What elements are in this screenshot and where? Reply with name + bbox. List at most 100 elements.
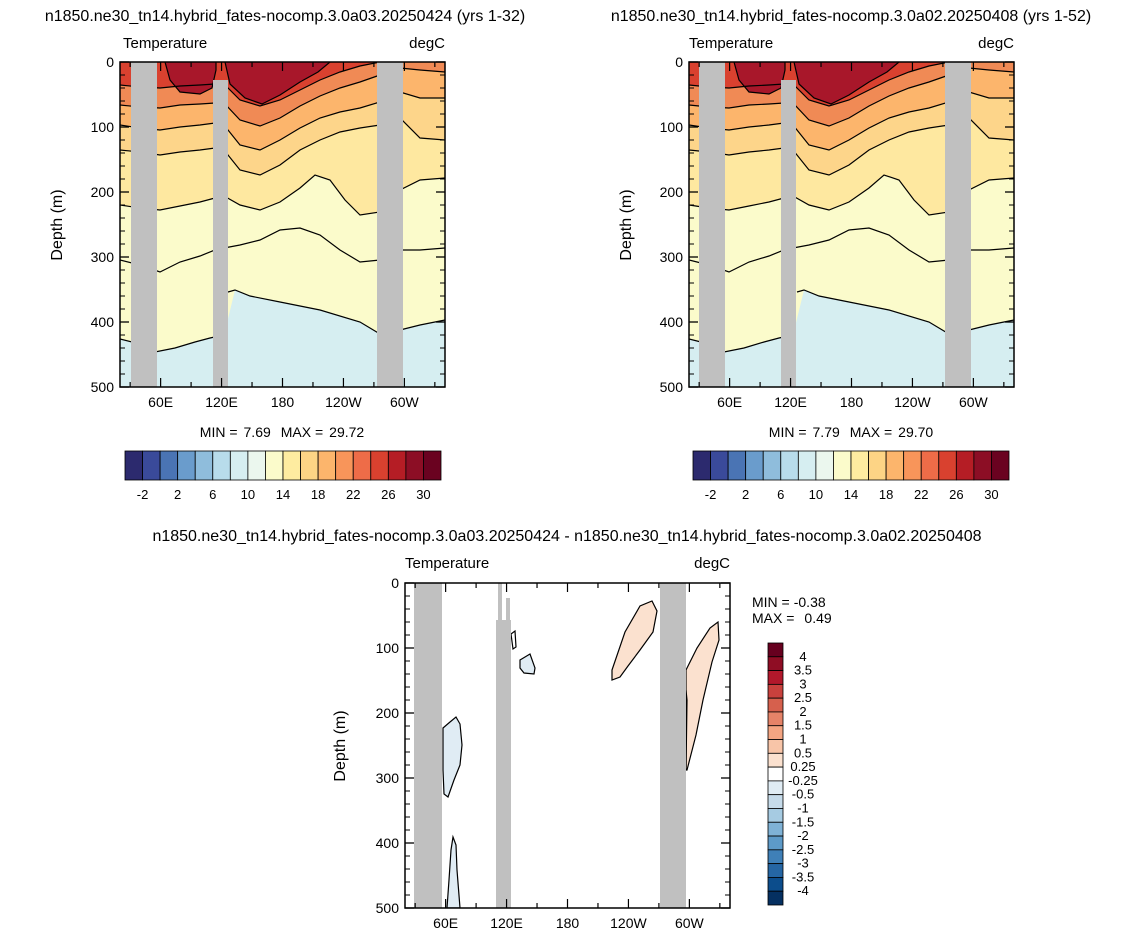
panel-3-y-ticks: 0 100 200 300 400 500 [376, 575, 730, 916]
panel-3-min-value: -0.38 [794, 594, 826, 610]
panel-3-right-label: degC [694, 555, 730, 572]
x-tick-label: 120E [205, 394, 238, 410]
x-tick-label: 120W [610, 915, 647, 931]
colorbar-swatch [159, 450, 179, 481]
colorbar-label: 6 [777, 487, 784, 502]
y-tick-label: 400 [91, 314, 115, 330]
y-tick-label: 300 [376, 770, 400, 786]
isotherm-lines [689, 62, 1014, 353]
colorbar-label: -0.25 [788, 773, 818, 788]
colorbar-label: 22 [346, 487, 360, 502]
panel-3-max: MAX = 0.49 [752, 610, 832, 626]
y-tick-label: 0 [675, 54, 683, 70]
colorbar-swatch [710, 450, 729, 481]
land-mask [699, 62, 971, 387]
panel-3-max-label: MAX = [752, 610, 794, 626]
colorbar-label: 0.25 [790, 759, 815, 774]
x-tick-label: 60W [959, 394, 989, 410]
colorbar-swatch [780, 450, 799, 481]
colorbar-swatch [920, 450, 940, 481]
y-tick-label: 0 [106, 54, 114, 70]
x-tick-label: 180 [556, 915, 580, 931]
colorbar-label: 1.5 [794, 718, 812, 733]
colorbar-label: -3.5 [792, 869, 814, 884]
x-tick-label: 120E [490, 915, 523, 931]
panel-3-min-label: MIN = [752, 594, 790, 610]
cool-anomaly-tropical [519, 653, 536, 675]
colorbar-swatch [973, 450, 992, 481]
panel-3-max-value: 0.49 [804, 610, 831, 626]
panel-1: n1850.ne30_tn14.hybrid_fates-nocomp.3.0a… [45, 8, 525, 502]
colorbar-label: 2.5 [794, 690, 812, 705]
panel-3-left-label: Temperature [405, 555, 489, 572]
land-africa [699, 62, 725, 387]
colorbar-swatch [767, 642, 784, 658]
panel-1-y-ticks: 0 100 200 300 400 500 [91, 54, 445, 395]
band-warm-pool [734, 62, 899, 104]
x-tick-label: 60E [148, 394, 173, 410]
colorbar-swatch [194, 450, 214, 481]
colorbar-swatch [335, 450, 354, 481]
colorbar-label: 30 [984, 487, 998, 502]
colorbar-swatch [767, 877, 784, 892]
colorbar-swatch [868, 450, 887, 481]
panel-1-min-max: MIN = 7.69 MAX = 29.72 [200, 424, 365, 440]
x-tick-label: 60E [717, 394, 742, 410]
panel-3-min: MIN = -0.38 [752, 594, 826, 610]
colorbar-label: -0.5 [792, 787, 814, 802]
colorbar-swatch [885, 450, 905, 481]
land-mask [131, 62, 403, 387]
colorbar-swatch [938, 450, 957, 481]
y-tick-label: 100 [91, 119, 115, 135]
panel-2-min-value: 7.79 [813, 424, 840, 440]
land-americas [377, 62, 403, 387]
colorbar-swatch [767, 849, 784, 865]
colorbar-label: 14 [844, 487, 858, 502]
warm-anomaly-atlantic [685, 620, 720, 771]
panel-1-left-label: Temperature [123, 35, 207, 52]
colorbar-label: 4 [799, 649, 806, 664]
colorbar-swatch [727, 450, 747, 481]
colorbar-label: 18 [311, 487, 325, 502]
colorbar-label: -1.5 [792, 814, 814, 829]
y-tick-label: 400 [660, 314, 684, 330]
panel-2-max-value: 29.70 [898, 424, 933, 440]
colorbar-label: 2 [742, 487, 749, 502]
colorbar-label: -3 [797, 856, 809, 871]
colorbar-swatch [850, 450, 869, 481]
colorbar-swatch [124, 450, 143, 481]
colorbar-label: 1 [799, 732, 806, 747]
land-indonesia [496, 620, 511, 908]
y-tick-label: 200 [376, 705, 400, 721]
colorbar-swatch [229, 450, 249, 481]
colorbar-label: 6 [209, 487, 216, 502]
x-tick-label: 120W [894, 394, 931, 410]
colorbar-swatch [387, 450, 407, 481]
colorbar-label: 3.5 [794, 663, 812, 678]
colorbar-swatch [767, 794, 784, 809]
colorbar-label: 18 [879, 487, 893, 502]
colorbar-label: -2.5 [792, 842, 814, 857]
colorbar-swatch [767, 683, 784, 699]
panel-2-right-label: degC [978, 35, 1014, 52]
colorbar-swatch [317, 450, 337, 481]
colorbar-swatch [767, 808, 784, 823]
colorbar-swatch [352, 450, 372, 481]
land-africa [131, 62, 157, 387]
panel-2-colorbar: -2 2 6 10 14 18 22 26 30 [692, 450, 1010, 502]
x-tick-label: 120W [325, 394, 362, 410]
cool-anomaly-dot [510, 629, 517, 651]
y-tick-label: 300 [91, 249, 115, 265]
panel-1-max-label: MAX = [281, 424, 323, 440]
y-tick-label: 0 [391, 575, 399, 591]
panel-1-right-label: degC [409, 35, 445, 52]
land-africa [414, 583, 442, 908]
warm-anomaly-pacific [611, 600, 658, 681]
colorbar-label: -4 [797, 883, 809, 898]
y-tick-label: 500 [660, 379, 684, 395]
cool-anomaly-indian-lower [446, 834, 461, 908]
panel-1-title: n1850.ne30_tn14.hybrid_fates-nocomp.3.0a… [45, 8, 525, 25]
colorbar-swatch [815, 450, 834, 481]
anomaly-contours [442, 600, 720, 908]
